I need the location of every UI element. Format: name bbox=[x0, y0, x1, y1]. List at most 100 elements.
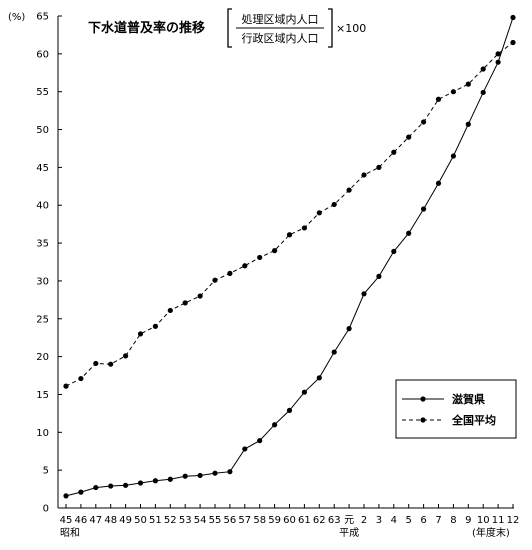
x-tick-label: 62 bbox=[313, 515, 326, 526]
data-point bbox=[152, 323, 158, 329]
data-point bbox=[242, 263, 248, 269]
x-tick-label: 12 bbox=[507, 515, 520, 526]
x-tick-label: 47 bbox=[89, 515, 102, 526]
y-tick-label: 60 bbox=[36, 49, 49, 60]
data-point bbox=[465, 121, 471, 127]
y-tick-label: 25 bbox=[36, 314, 49, 325]
data-point bbox=[108, 483, 114, 489]
data-point bbox=[182, 300, 188, 306]
x-tick-label: 49 bbox=[119, 515, 132, 526]
formula-bracket-right bbox=[328, 8, 333, 48]
y-axis-unit: (%) bbox=[8, 12, 25, 23]
legend-marker-national bbox=[420, 417, 426, 423]
x-tick-label: 52 bbox=[164, 515, 177, 526]
data-point bbox=[346, 326, 352, 332]
y-tick-label: 40 bbox=[36, 201, 49, 212]
data-point bbox=[227, 270, 233, 276]
x-tick-label: 2 bbox=[361, 515, 367, 526]
legend-label-national: 全国平均 bbox=[451, 413, 496, 427]
data-point bbox=[257, 438, 263, 444]
data-point bbox=[421, 206, 427, 212]
data-point bbox=[510, 14, 516, 21]
data-point bbox=[272, 248, 278, 254]
data-point bbox=[152, 478, 158, 484]
data-point bbox=[465, 81, 471, 87]
y-tick-label: 50 bbox=[36, 125, 49, 136]
data-point bbox=[212, 277, 218, 283]
era-label-heisei: 平成 bbox=[339, 527, 359, 539]
data-point bbox=[123, 353, 129, 359]
data-point bbox=[93, 484, 99, 491]
data-point bbox=[435, 96, 442, 102]
data-point bbox=[495, 51, 501, 57]
x-tick-label: 56 bbox=[224, 515, 237, 526]
data-point bbox=[316, 210, 322, 216]
data-point bbox=[197, 293, 203, 299]
data-point bbox=[123, 482, 129, 488]
formula-bracket-left bbox=[227, 8, 232, 48]
x-tick-label: 10 bbox=[477, 515, 490, 526]
data-point bbox=[480, 89, 486, 96]
x-axis-unit: (年度末) bbox=[472, 526, 510, 539]
data-point bbox=[376, 273, 382, 279]
x-tick-label: 11 bbox=[492, 515, 505, 526]
x-tick-label: 7 bbox=[435, 515, 441, 526]
x-tick-label: 3 bbox=[376, 515, 382, 526]
data-point bbox=[227, 469, 233, 475]
x-tick-label: 53 bbox=[179, 515, 192, 526]
x-tick-label: 48 bbox=[104, 515, 117, 526]
chart-title: 下水道普及率の推移 bbox=[88, 20, 205, 36]
data-point bbox=[63, 383, 69, 389]
data-point bbox=[510, 39, 516, 46]
data-point bbox=[435, 180, 442, 186]
data-point bbox=[242, 446, 248, 452]
x-tick-label: 9 bbox=[465, 515, 471, 526]
x-tick-label: 元 bbox=[344, 515, 354, 526]
x-tick-label: 8 bbox=[450, 515, 456, 526]
y-tick-label: 15 bbox=[36, 390, 49, 401]
data-point bbox=[286, 407, 293, 413]
x-tick-label: 57 bbox=[238, 515, 251, 526]
y-tick-label: 20 bbox=[36, 352, 49, 363]
data-point bbox=[63, 493, 69, 499]
legend-label-shiga: 滋賀県 bbox=[452, 392, 485, 406]
x-tick-label: 4 bbox=[391, 515, 397, 526]
data-point bbox=[301, 225, 307, 231]
x-tick-label: 63 bbox=[328, 515, 341, 526]
data-point bbox=[480, 66, 486, 72]
series-shiga bbox=[63, 14, 516, 499]
data-point bbox=[421, 119, 427, 125]
x-tick-label: 50 bbox=[134, 515, 147, 526]
legend-marker-shiga bbox=[420, 396, 426, 402]
data-point bbox=[182, 473, 188, 479]
data-point bbox=[406, 230, 412, 236]
legend-box bbox=[395, 379, 517, 439]
y-tick-label: 0 bbox=[43, 504, 49, 515]
data-point bbox=[376, 164, 382, 170]
series-line bbox=[65, 42, 514, 387]
data-point bbox=[286, 232, 293, 238]
formula-multiplier: ×100 bbox=[336, 22, 366, 35]
data-point bbox=[361, 291, 367, 297]
data-point bbox=[391, 149, 397, 155]
data-point bbox=[450, 89, 456, 95]
data-point bbox=[257, 254, 263, 261]
data-point bbox=[406, 134, 412, 140]
data-point bbox=[316, 375, 322, 381]
x-tick-label: 61 bbox=[298, 515, 311, 526]
x-tick-label: 55 bbox=[209, 515, 222, 526]
y-tick-label: 65 bbox=[36, 12, 49, 23]
data-point bbox=[331, 349, 337, 355]
data-point bbox=[346, 187, 352, 193]
data-point bbox=[78, 489, 84, 495]
x-tick-label: 59 bbox=[268, 515, 281, 526]
data-point bbox=[495, 59, 501, 65]
y-axis-ticks: 0 5 10 15 20 25 30 35 40 45 50 55 60 65 bbox=[36, 12, 62, 515]
formula-denominator: 行政区域内人口 bbox=[242, 31, 319, 45]
y-tick-label: 10 bbox=[36, 428, 49, 439]
data-point bbox=[137, 480, 144, 486]
formula-numerator: 処理区域内人口 bbox=[242, 12, 319, 26]
y-tick-label: 5 bbox=[43, 466, 49, 477]
data-point bbox=[137, 331, 144, 337]
